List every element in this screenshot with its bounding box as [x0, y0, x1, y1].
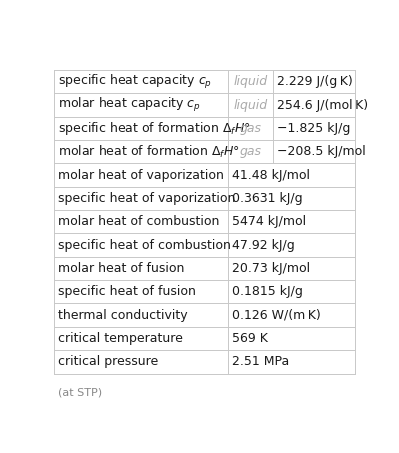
Text: 2.229 J/(g K): 2.229 J/(g K): [277, 75, 352, 88]
Text: molar heat of vaporization: molar heat of vaporization: [57, 169, 223, 182]
Text: molar heat capacity $c_p$: molar heat capacity $c_p$: [57, 96, 201, 114]
Text: gas: gas: [239, 122, 261, 135]
Text: molar heat of fusion: molar heat of fusion: [57, 262, 184, 275]
Text: 5474 kJ/mol: 5474 kJ/mol: [232, 215, 306, 228]
Text: 0.126 W/(m K): 0.126 W/(m K): [232, 308, 321, 322]
Text: liquid: liquid: [233, 75, 267, 88]
Text: specific heat of fusion: specific heat of fusion: [57, 285, 196, 299]
Text: thermal conductivity: thermal conductivity: [57, 308, 187, 322]
Text: specific heat of formation $\Delta_f H$°: specific heat of formation $\Delta_f H$°: [57, 120, 251, 137]
Text: specific heat capacity $c_p$: specific heat capacity $c_p$: [57, 73, 212, 91]
Text: 41.48 kJ/mol: 41.48 kJ/mol: [232, 169, 310, 182]
Text: −1.825 kJ/g: −1.825 kJ/g: [277, 122, 350, 135]
Text: specific heat of vaporization: specific heat of vaporization: [57, 192, 235, 205]
Text: (at STP): (at STP): [57, 387, 102, 397]
Text: molar heat of formation $\Delta_f H$°: molar heat of formation $\Delta_f H$°: [57, 144, 239, 160]
Text: 2.51 MPa: 2.51 MPa: [232, 355, 289, 368]
Text: liquid: liquid: [233, 99, 267, 111]
Text: 254.6 J/(mol K): 254.6 J/(mol K): [277, 99, 368, 111]
Text: 20.73 kJ/mol: 20.73 kJ/mol: [232, 262, 310, 275]
Text: 47.92 kJ/g: 47.92 kJ/g: [232, 239, 295, 251]
Text: gas: gas: [239, 145, 261, 158]
Text: critical pressure: critical pressure: [57, 355, 158, 368]
Text: molar heat of combustion: molar heat of combustion: [57, 215, 219, 228]
Text: 0.1815 kJ/g: 0.1815 kJ/g: [232, 285, 303, 299]
Text: 0.3631 kJ/g: 0.3631 kJ/g: [232, 192, 303, 205]
Text: specific heat of combustion: specific heat of combustion: [57, 239, 231, 251]
Text: 569 K: 569 K: [232, 332, 268, 345]
Text: critical temperature: critical temperature: [57, 332, 182, 345]
Text: −208.5 kJ/mol: −208.5 kJ/mol: [277, 145, 365, 158]
